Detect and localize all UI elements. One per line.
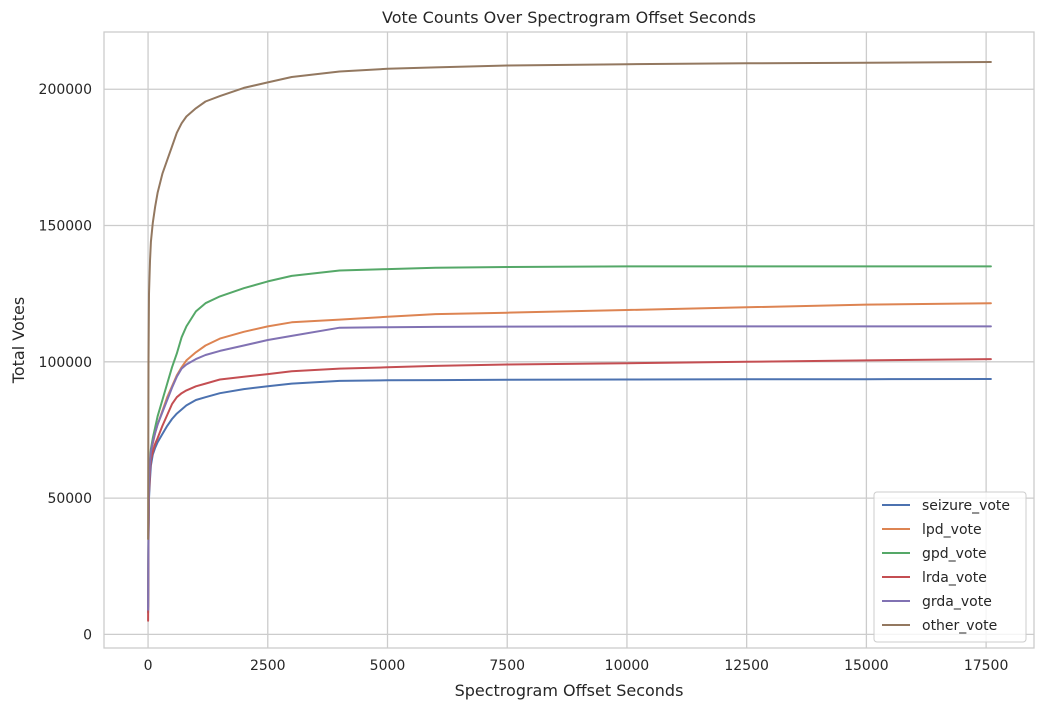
- y-tick-label: 100000: [39, 355, 92, 371]
- y-tick-label: 50000: [47, 491, 92, 507]
- x-tick-label: 15000: [844, 658, 889, 674]
- legend-label: gpd_vote: [922, 546, 987, 562]
- plot-frame: [103, 31, 1035, 649]
- legend-entries: seizure_vote lpd_vote gpd_vote lrda_votegrd…: [882, 498, 1010, 634]
- y-axis-label: Total Votes: [9, 297, 28, 384]
- y-tick-label: 200000: [39, 82, 92, 98]
- y-tick-label: 150000: [39, 219, 92, 235]
- legend-label: lrda_vote: [922, 570, 987, 586]
- legend-box: [873, 491, 1027, 643]
- legend-label: seizure_vote: [922, 498, 1010, 514]
- legend-label: other_vote: [922, 618, 997, 634]
- series-line-other-vote: [147, 61, 992, 540]
- tick-labels: 0 2500 5000 7500 10000 12500 15000 17500 0 50000 1…: [39, 82, 1009, 674]
- legend-item: other_vote: [882, 618, 997, 634]
- legend-item: grda_vote: [882, 594, 992, 610]
- series-lines: [147, 61, 992, 622]
- legend: seizure_vote lpd_vote gpd_vote lrda_votegrd…: [873, 491, 1027, 643]
- legend-item: seizure_vote: [882, 498, 1010, 514]
- chart-title: Vote Counts Over Spectrogram Offset Seco…: [382, 8, 756, 27]
- legend-item: lrda_vote: [882, 570, 987, 586]
- legend-item: lpd_vote: [882, 522, 982, 538]
- x-axis-label: Spectrogram Offset Seconds: [455, 681, 684, 700]
- x-tick-label: 12500: [724, 658, 769, 674]
- x-tick-label: 7500: [489, 658, 525, 674]
- legend-label: grda_vote: [922, 594, 992, 610]
- series-line-grda-vote: [147, 325, 992, 611]
- x-tick-label: 10000: [605, 658, 650, 674]
- x-tick-label: 17500: [964, 658, 1009, 674]
- y-tick-label: 0: [83, 627, 92, 643]
- legend-item: gpd_vote: [882, 546, 987, 562]
- legend-label: lpd_vote: [922, 522, 982, 538]
- x-tick-label: 0: [144, 658, 153, 674]
- x-tick-label: 2500: [250, 658, 286, 674]
- x-tick-label: 5000: [370, 658, 406, 674]
- series-line-lrda-vote: [147, 358, 992, 622]
